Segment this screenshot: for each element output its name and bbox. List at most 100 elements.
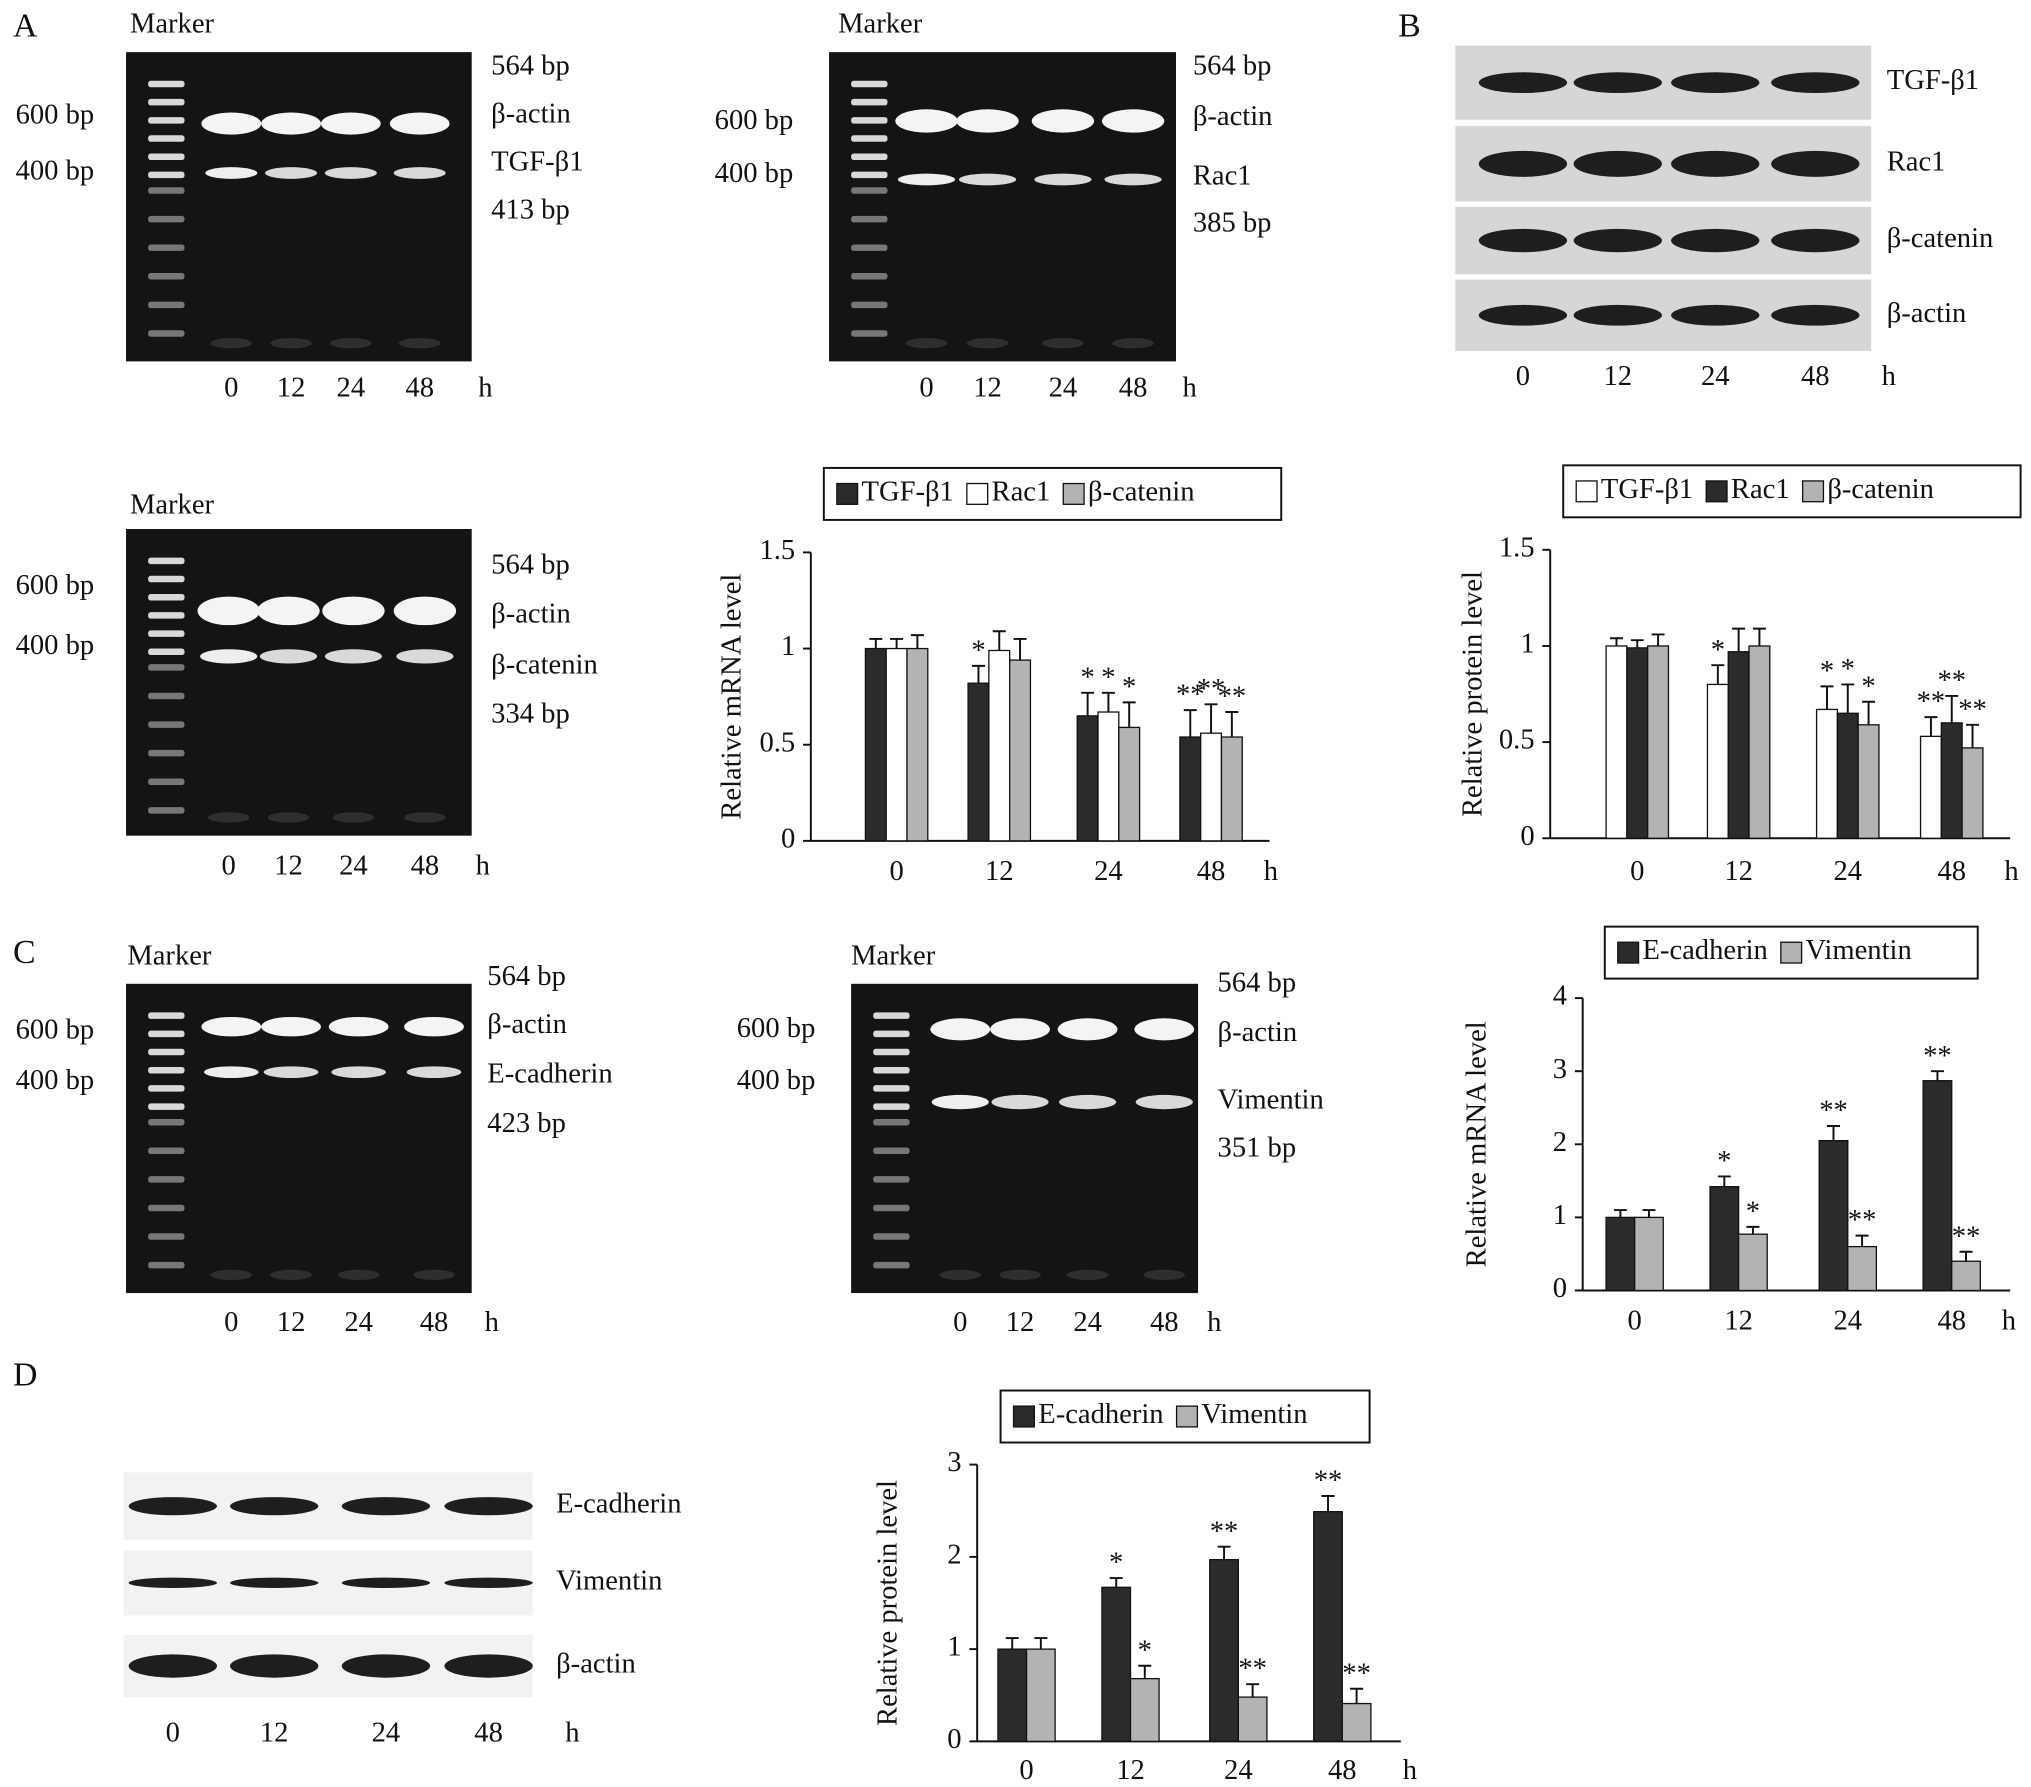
- marker-label: Marker: [130, 489, 215, 520]
- marker-band: [148, 575, 185, 583]
- dna-band: [931, 1094, 989, 1110]
- dna-band: [958, 173, 1017, 186]
- legend-label: Rac1: [1731, 474, 1790, 505]
- protein-band: [444, 1654, 533, 1678]
- significance-mark: *: [1122, 672, 1136, 703]
- primer-smear: [207, 812, 250, 823]
- marker-band: [851, 171, 888, 179]
- marker-band: [873, 1085, 910, 1092]
- y-tick-label: 0: [1520, 821, 1534, 852]
- marker-band: [148, 1204, 185, 1212]
- bar: [885, 647, 908, 842]
- protein-band: [1771, 304, 1860, 326]
- error-bar: [1642, 1209, 1656, 1218]
- primer-smear: [267, 812, 310, 823]
- bar: [1951, 1260, 1981, 1292]
- band-label: 564 bp: [487, 961, 566, 992]
- primer-smear: [1143, 1269, 1186, 1281]
- significance-mark: **: [1923, 1041, 1952, 1072]
- dna-band: [1135, 1094, 1193, 1110]
- marker-band: [148, 135, 185, 142]
- legend-label: β-catenin: [1088, 476, 1195, 507]
- y-tick-label: 0: [1553, 1273, 1567, 1304]
- error-bar: [1711, 664, 1725, 685]
- lane-label: 24: [1073, 1307, 1102, 1338]
- error-bar: [1613, 1209, 1627, 1218]
- protein-band: [128, 1497, 218, 1516]
- error-bar: [1101, 691, 1115, 713]
- marker-band: [148, 648, 185, 656]
- protein-band: [1573, 228, 1662, 253]
- gel: [829, 52, 1176, 362]
- error-bar: [1081, 691, 1095, 716]
- x-tick-label: 48: [1197, 856, 1226, 887]
- error-bar: [1246, 1683, 1260, 1698]
- error-bar: [1959, 1250, 1973, 1262]
- gel: [126, 52, 472, 362]
- significance-mark: *: [971, 635, 985, 666]
- significance-mark: **: [1238, 1654, 1267, 1685]
- error-bar: [1924, 716, 1938, 737]
- x-axis-unit: h: [2004, 856, 2018, 887]
- primer-smear: [330, 337, 372, 349]
- protein-band: [1478, 304, 1568, 326]
- protein-band: [229, 1654, 319, 1678]
- bar: [1940, 722, 1963, 839]
- gel: [126, 529, 472, 836]
- panel-label: C: [13, 934, 36, 971]
- blot-label: E-cadherin: [556, 1489, 681, 1520]
- x-tick-label: 0: [1630, 856, 1644, 887]
- bar: [1009, 659, 1032, 842]
- marker-band: [148, 557, 185, 565]
- bar: [1626, 647, 1649, 839]
- x-tick-label: 48: [1937, 1306, 1966, 1337]
- legend-swatch: [1780, 941, 1803, 964]
- x-tick-label: 48: [1328, 1755, 1357, 1786]
- band-label: β-actin: [1218, 1017, 1298, 1048]
- error-bar: [1005, 1637, 1019, 1650]
- lane-label: 48: [405, 373, 434, 404]
- y-tick-label: 1: [947, 1632, 961, 1663]
- bar: [1815, 708, 1839, 839]
- bar: [864, 647, 887, 842]
- band-label: 564 bp: [1193, 50, 1272, 81]
- x-tick-label: 12: [1724, 1306, 1753, 1337]
- dna-band: [895, 109, 958, 133]
- marker-band: [851, 273, 888, 280]
- marker-band: [873, 1030, 910, 1038]
- x-tick-label: 0: [1628, 1306, 1642, 1337]
- lane-label: 24: [1701, 361, 1730, 392]
- marker-band: [148, 1118, 185, 1126]
- lane-label: 0: [224, 1307, 238, 1338]
- primer-smear: [999, 1269, 1041, 1281]
- legend-label: β-catenin: [1827, 474, 1934, 505]
- size-label: 400 bp: [16, 630, 95, 661]
- y-axis-label: Relative protein level: [1457, 571, 1488, 817]
- dna-band: [331, 1066, 386, 1079]
- y-tick-label: 1.5: [1499, 532, 1535, 563]
- marker-band: [148, 1147, 185, 1155]
- dna-band: [197, 596, 260, 626]
- error-bar: [1109, 1577, 1123, 1588]
- legend-label: TGF-β1: [862, 476, 954, 507]
- dna-band: [389, 112, 450, 135]
- primer-smear: [270, 337, 312, 349]
- legend-label: TGF-β1: [1601, 474, 1693, 505]
- marker-band: [851, 301, 888, 309]
- significance-mark: *: [1841, 654, 1855, 685]
- protein-band: [341, 1497, 431, 1516]
- band-label: 385 bp: [1193, 208, 1272, 239]
- error-bar: [971, 664, 985, 684]
- marker-band: [148, 749, 185, 757]
- significance-mark: **: [1937, 666, 1966, 697]
- error-bar: [1966, 723, 1980, 748]
- marker-band: [148, 1233, 185, 1240]
- marker-band: [851, 215, 888, 223]
- blot-label: β-actin: [1887, 298, 1967, 329]
- dna-band: [324, 167, 377, 179]
- marker-band: [148, 807, 185, 814]
- bar: [1634, 1216, 1664, 1292]
- error-bar: [1862, 700, 1876, 725]
- band-label: 564 bp: [491, 50, 570, 81]
- marker-band: [873, 1233, 910, 1240]
